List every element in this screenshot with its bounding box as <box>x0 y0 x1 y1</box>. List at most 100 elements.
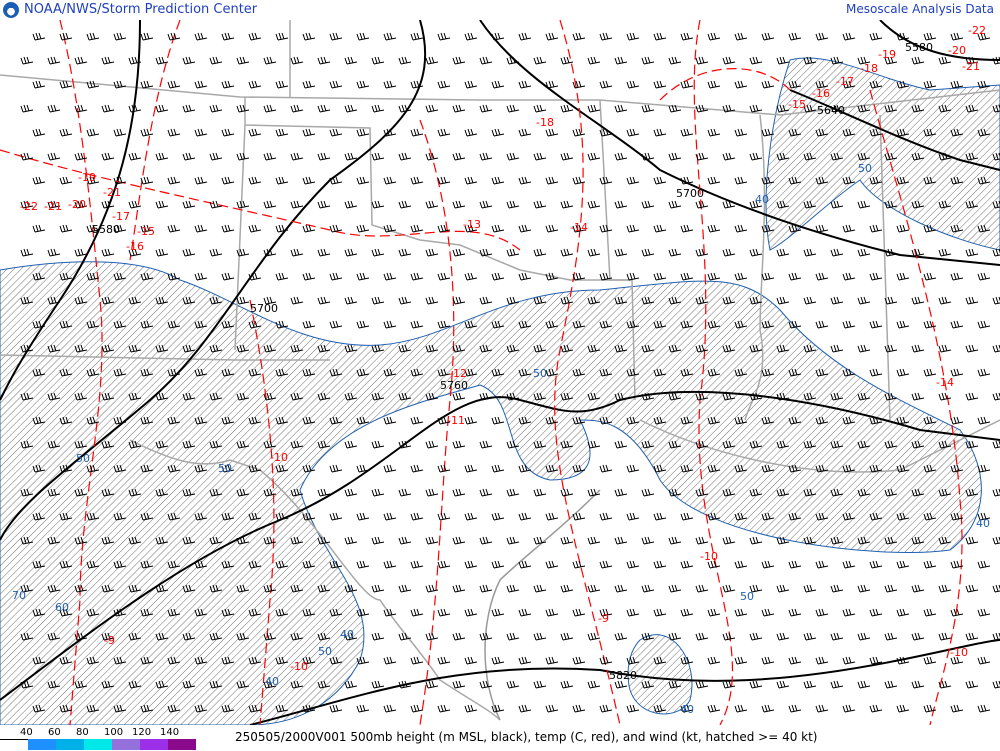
wind-barb <box>182 152 196 161</box>
wind-barb <box>194 128 208 137</box>
wind-barb <box>356 176 370 185</box>
wind-barb <box>923 320 937 329</box>
wind-barb <box>599 272 613 281</box>
wind-barb <box>329 32 343 41</box>
wind-barb <box>533 536 547 545</box>
wind-barb <box>707 176 721 185</box>
temp-label: -9 <box>104 634 115 647</box>
wind-barb <box>599 608 613 617</box>
wind-barb <box>302 704 316 713</box>
wind-barb <box>479 152 493 161</box>
wind-barb <box>815 560 829 569</box>
wind-barb <box>59 128 73 137</box>
wind-barb <box>950 560 964 569</box>
wind-barb <box>938 584 952 593</box>
wind-barb <box>533 440 547 449</box>
wind-barb <box>533 104 547 113</box>
wind-barb <box>788 416 802 425</box>
wind-barb <box>830 56 844 65</box>
wind-barb <box>86 656 100 665</box>
wind-barb <box>221 512 235 521</box>
wind-barb <box>506 248 520 257</box>
wind-barb <box>950 272 964 281</box>
wind-barb <box>59 176 73 185</box>
wind-barb <box>356 320 370 329</box>
wind-barb <box>410 32 424 41</box>
wind-barb <box>86 464 100 473</box>
wind-barb <box>248 608 262 617</box>
wind-barb <box>113 512 127 521</box>
wind-barb <box>371 152 385 161</box>
wind-barb <box>410 512 424 521</box>
wind-barb <box>992 488 1000 497</box>
wind-barb <box>560 392 574 401</box>
wind-barb <box>128 440 142 449</box>
wind-barb <box>587 680 601 689</box>
wind-barb <box>356 512 370 521</box>
wind-barb <box>938 680 952 689</box>
wind-barb <box>167 464 181 473</box>
wind-barb <box>815 608 829 617</box>
wind-barb <box>533 392 547 401</box>
wind-barb <box>911 680 925 689</box>
wind-barb <box>275 416 289 425</box>
wind-barb <box>113 560 127 569</box>
wind-barb <box>32 704 46 713</box>
wind-barb <box>734 32 748 41</box>
height-label: 5580 <box>92 223 120 236</box>
wind-barb <box>641 440 655 449</box>
wind-barb <box>290 344 304 353</box>
wind-barb <box>911 488 925 497</box>
wind-barb <box>425 248 439 257</box>
wind-barb <box>59 608 73 617</box>
wind-barb <box>734 704 748 713</box>
wind-barb <box>86 560 100 569</box>
wind-barb <box>329 224 343 233</box>
isotach-label: 50 <box>740 590 754 603</box>
wind-barb <box>194 272 208 281</box>
wind-barb <box>722 248 736 257</box>
wind-barb <box>20 56 34 65</box>
wind-barb <box>680 560 694 569</box>
wind-barb <box>221 320 235 329</box>
wind-barb <box>749 344 763 353</box>
wind-barb <box>410 368 424 377</box>
wind-barb <box>101 440 115 449</box>
wind-barb <box>302 80 316 89</box>
wind-barb <box>857 584 871 593</box>
wind-barb <box>641 56 655 65</box>
wind-barb <box>248 176 262 185</box>
hatched-wind-areas <box>0 57 1000 725</box>
temp-label: -14 <box>936 376 954 389</box>
wind-barb <box>626 224 640 233</box>
wind-barb <box>317 392 331 401</box>
wind-barb <box>155 200 169 209</box>
wind-barb <box>32 32 46 41</box>
wind-barb <box>410 560 424 569</box>
wind-barb <box>560 296 574 305</box>
wind-barb <box>344 392 358 401</box>
wind-barb <box>815 464 829 473</box>
wind-barb <box>356 32 370 41</box>
wind-barb <box>896 128 910 137</box>
wind-barb <box>965 536 979 545</box>
wind-barb <box>221 368 235 377</box>
wind-barb <box>491 704 505 713</box>
wind-barb <box>857 680 871 689</box>
wind-barb <box>695 440 709 449</box>
wind-barb <box>923 416 937 425</box>
wind-barb <box>167 320 181 329</box>
wind-barb <box>248 80 262 89</box>
wind-barb <box>587 440 601 449</box>
wind-barb <box>86 512 100 521</box>
wind-barb <box>533 200 547 209</box>
wind-barb <box>614 152 628 161</box>
wind-barb <box>344 488 358 497</box>
wind-barb <box>329 416 343 425</box>
temp-label: -15 <box>788 98 806 111</box>
wind-barb <box>533 296 547 305</box>
wind-barb <box>329 320 343 329</box>
wind-barb <box>464 368 478 377</box>
wind-barb <box>545 80 559 89</box>
wind-barb <box>734 512 748 521</box>
